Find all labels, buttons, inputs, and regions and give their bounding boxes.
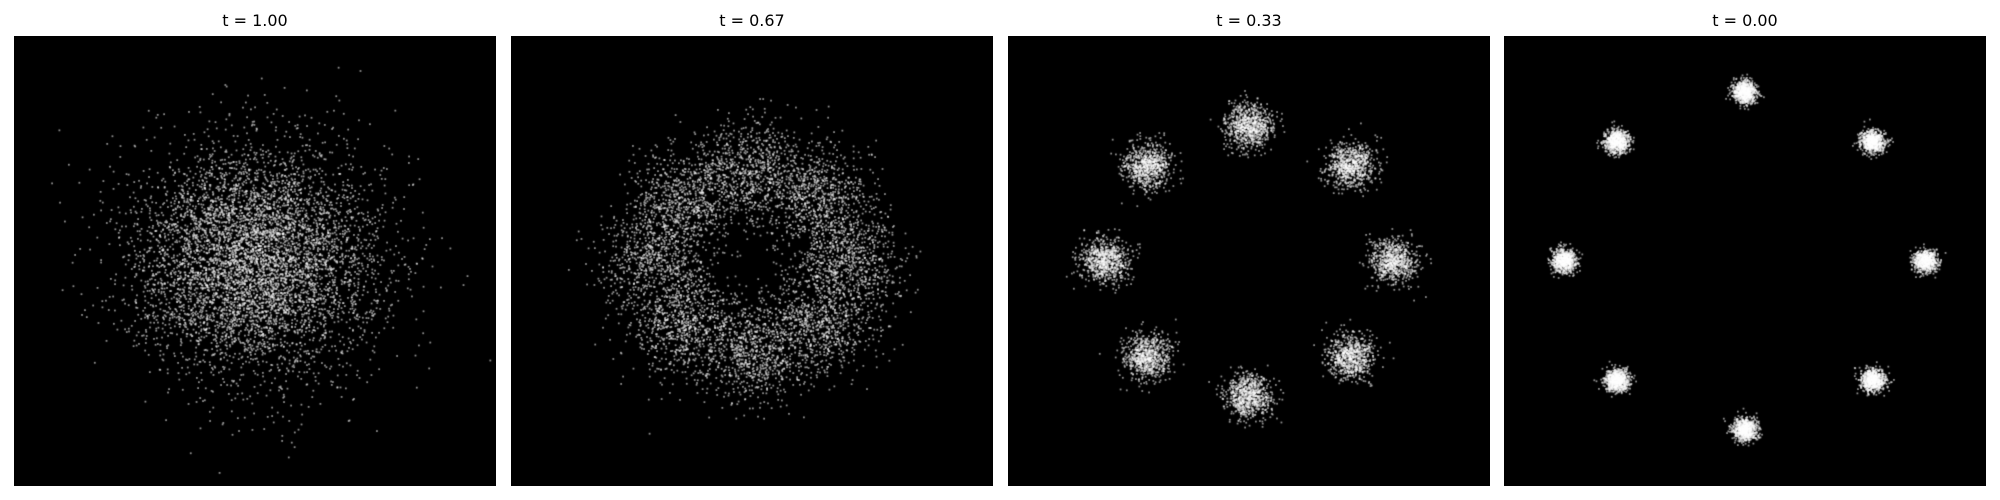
scatter-points-4 — [1504, 36, 1986, 486]
panel-title-2: t = 0.67 — [719, 11, 785, 30]
panel-title-3: t = 0.33 — [1216, 11, 1282, 30]
panel-1: t = 1.00 — [14, 0, 496, 500]
panel-title-1: t = 1.00 — [222, 11, 288, 30]
plot-area-3 — [1008, 36, 1490, 486]
scatter-points-3 — [1008, 36, 1490, 486]
scatter-points-1 — [14, 36, 496, 486]
panel-3: t = 0.33 — [1008, 0, 1490, 500]
panel-2: t = 0.67 — [511, 0, 993, 500]
plot-area-4 — [1504, 36, 1986, 486]
plot-area-1 — [14, 36, 496, 486]
scatter-points-2 — [511, 36, 993, 486]
plot-area-2 — [511, 36, 993, 486]
panel-title-4: t = 0.00 — [1712, 11, 1778, 30]
panel-4: t = 0.00 — [1504, 0, 1986, 500]
